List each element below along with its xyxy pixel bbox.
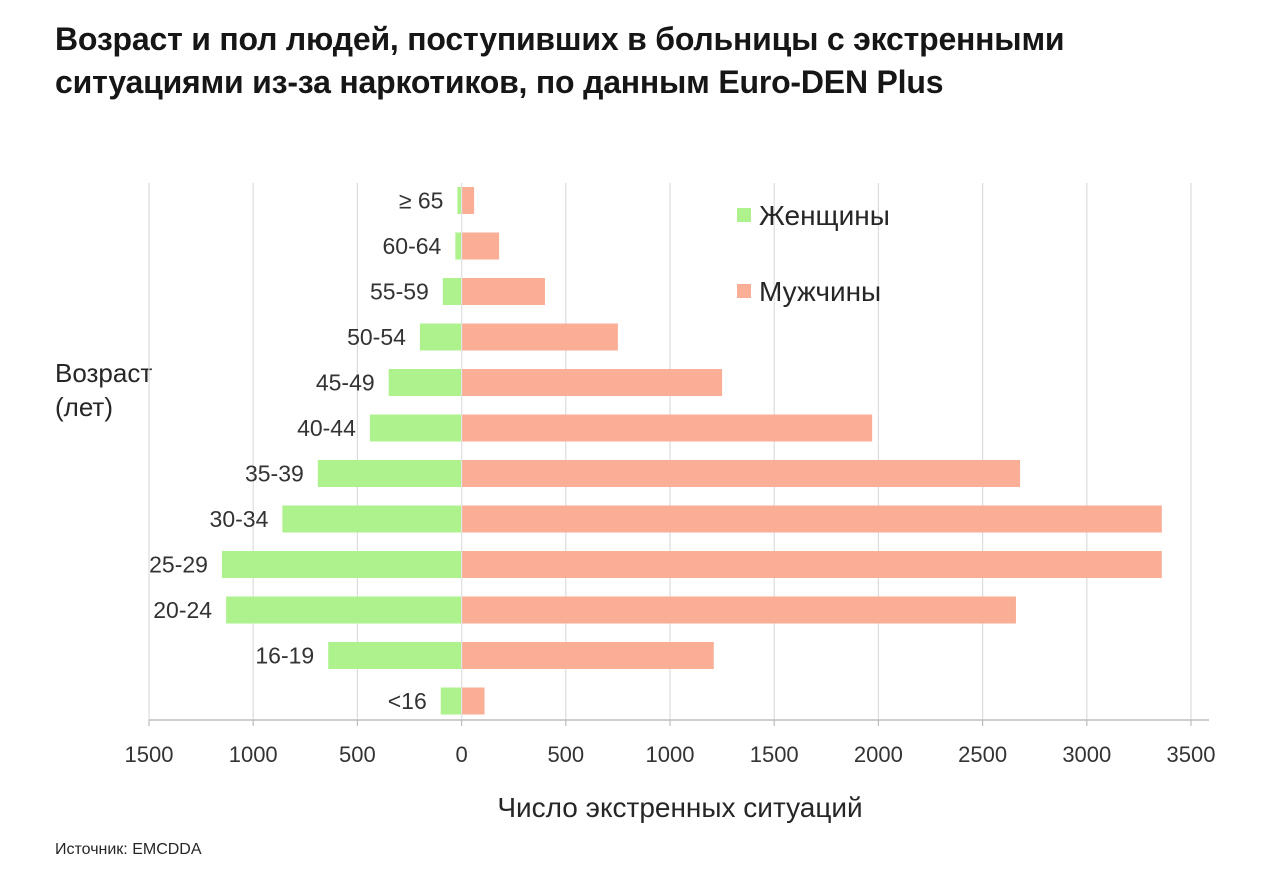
x-tick-label: 2500 <box>958 742 1007 767</box>
x-tick-label: 0 <box>455 742 467 767</box>
bar-male <box>461 551 1162 578</box>
legend[interactable]: Женщины Мужчины <box>737 200 890 307</box>
bar-female <box>226 596 462 624</box>
bar-female <box>221 551 462 578</box>
y-axis-title-line-1: Возраст <box>55 358 153 388</box>
y-axis-title: Возраст (лет) <box>55 356 152 424</box>
age-group-label: 30-34 <box>210 506 269 532</box>
x-tick-label: 2000 <box>854 742 903 767</box>
bar-female <box>457 187 462 214</box>
age-group-label: 55-59 <box>370 279 429 305</box>
age-group-label: 60-64 <box>383 233 442 259</box>
age-group-label: 25-29 <box>149 552 208 578</box>
x-tick-label: 1500 <box>750 742 799 767</box>
chart-title: Возраст и пол людей, поступивших в больн… <box>55 21 1065 100</box>
bar-female <box>317 460 462 487</box>
age-group-label: ≥ 65 <box>399 188 444 214</box>
bar-female <box>328 642 462 669</box>
bar-male <box>461 460 1021 487</box>
bar-male <box>461 414 873 442</box>
age-group-label: <16 <box>388 688 427 714</box>
bar-male <box>461 505 1162 533</box>
bar-female <box>440 687 462 715</box>
bar-male <box>461 369 723 396</box>
bar-female <box>419 323 462 351</box>
x-tick-label: 1000 <box>646 742 695 767</box>
legend-label: Мужчины <box>759 276 881 307</box>
x-tick-label: 500 <box>547 742 584 767</box>
x-tick-label: 500 <box>339 742 376 767</box>
x-tick-label: 1000 <box>229 742 278 767</box>
age-group-label: 20-24 <box>153 597 212 623</box>
legend-swatch <box>737 208 751 222</box>
bar-male <box>461 232 500 260</box>
bar-female <box>455 232 462 260</box>
age-group-label: 35-39 <box>245 461 304 487</box>
x-tick-label: 3500 <box>1167 742 1216 767</box>
bar-male <box>461 642 714 669</box>
y-axis-title-line-2: (лет) <box>55 392 113 422</box>
age-group-label: 50-54 <box>347 324 406 350</box>
bars <box>221 183 1162 720</box>
bar-female <box>442 278 462 305</box>
bar-female <box>388 369 462 396</box>
gridlines <box>148 183 1192 720</box>
bar-female <box>369 414 462 442</box>
bar-male <box>461 278 545 305</box>
legend-label: Женщины <box>759 200 890 231</box>
x-axis-title: Число экстренных ситуаций <box>497 792 863 823</box>
age-group-label: 45-49 <box>316 370 375 396</box>
bar-male <box>461 687 485 715</box>
x-tick-label: 3000 <box>1062 742 1111 767</box>
x-tick-label: 1500 <box>125 742 174 767</box>
bar-male <box>461 596 1016 624</box>
legend-swatch <box>737 284 751 298</box>
bar-male <box>461 187 475 214</box>
age-group-label: 40-44 <box>297 415 356 441</box>
bar-male <box>461 323 618 351</box>
source-note: Источник: EMCDDA <box>55 841 202 858</box>
age-group-label: 16-19 <box>255 643 314 669</box>
bar-female <box>282 505 462 533</box>
x-axis: 1500 1000 500 0 500 1000 1500 2000 2500 3000 3500 <box>125 719 1216 767</box>
